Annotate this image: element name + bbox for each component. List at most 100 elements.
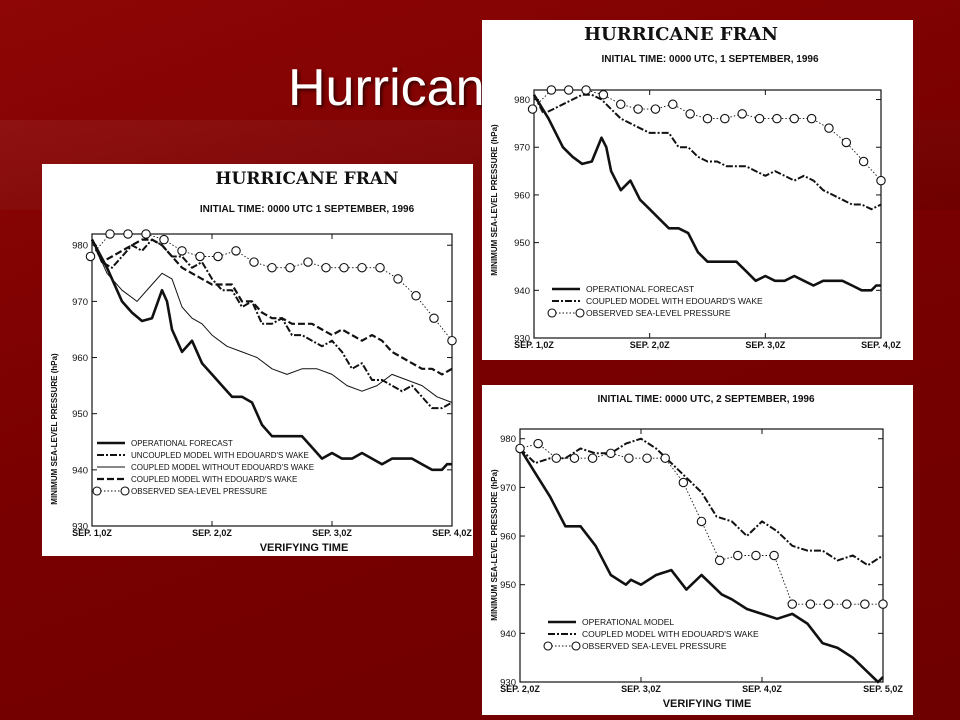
y-tick-label: 980: [72, 241, 88, 252]
chart-subtitle: INITIAL TIME: 0000 UTC, 2 SEPTEMBER, 199…: [597, 394, 815, 405]
x-tick-label: SEP. 4,0Z: [742, 684, 782, 694]
data-point: [733, 550, 743, 561]
data-point: [515, 443, 525, 454]
chart-panel-left: HURRICANE FRAN INITIAL TIME: 0000 UTC 1 …: [42, 164, 473, 556]
data-point: [824, 123, 834, 133]
y-tick-label: 940: [500, 629, 516, 640]
data-point: [823, 599, 834, 609]
y-tick-label: 930: [514, 334, 530, 345]
series-line: [532, 89, 882, 181]
legend-label: UNCOUPLED MODEL WITH EDOUARD'S WAKE: [131, 451, 309, 460]
data-point: [751, 550, 761, 561]
legend-label: COUPLED MODEL WITHOUT EDOUARD'S WAKE: [131, 463, 314, 472]
x-tick-label: SEP. 4,0Z: [861, 340, 901, 350]
plot-frame: [533, 89, 882, 339]
y-tick-label: 960: [500, 532, 516, 543]
legend-label: OBSERVED SEA-LEVEL PRESSURE: [131, 487, 267, 496]
x-tick-label: SEP. 2,0Z: [500, 684, 540, 694]
series-line: [90, 238, 452, 472]
x-tick-label: SEP. 3,0Z: [745, 340, 785, 350]
data-point: [769, 550, 779, 561]
data-point: [806, 113, 817, 124]
data-point: [737, 109, 747, 119]
data-point: [878, 599, 888, 609]
legend-label: OBSERVED SEA-LEVEL PRESSURE: [582, 641, 727, 651]
chart-title: HURRICANE FRAN: [215, 169, 398, 189]
series-line: [518, 447, 884, 684]
data-point: [581, 85, 591, 95]
series-line: [519, 437, 884, 567]
series-line: [533, 93, 882, 211]
data-point: [321, 262, 331, 273]
data-point: [668, 99, 678, 110]
y-tick-label: 940: [72, 465, 88, 476]
y-tick-label: 980: [500, 434, 516, 445]
legend-label: OPERATIONAL MODEL: [582, 617, 674, 627]
x-tick-label: SEP. 4,0Z: [432, 528, 472, 538]
series-line: [91, 239, 453, 403]
data-point: [650, 104, 661, 114]
data-point: [789, 113, 799, 124]
data-point: [123, 229, 133, 239]
legend-label: OBSERVED SEA-LEVEL PRESSURE: [586, 308, 731, 318]
legend-label: COUPLED MODEL WITH EDOUARD'S WAKE: [131, 475, 297, 484]
data-point: [702, 113, 713, 124]
data-point: [642, 453, 652, 463]
data-point: [624, 453, 634, 463]
y-axis-label: MINIMUM SEA-LEVEL PRESSURE (hPa): [490, 469, 499, 621]
data-point: [533, 438, 543, 449]
legend-marker: [92, 486, 102, 496]
data-point: [393, 274, 403, 284]
data-point: [357, 262, 367, 273]
data-point: [660, 453, 670, 463]
y-tick-label: 960: [72, 353, 88, 364]
legend-marker: [120, 486, 130, 496]
data-point: [285, 262, 295, 273]
data-point: [754, 113, 765, 124]
x-tick-label: SEP. 3,0Z: [312, 528, 352, 538]
y-tick-label: 970: [500, 483, 516, 494]
data-point: [231, 246, 241, 256]
data-point: [249, 257, 259, 267]
data-point: [633, 104, 643, 114]
data-point: [563, 85, 574, 95]
x-tick-label: SEP. 1,0Z: [514, 340, 554, 350]
x-tick-label: SEP. 1,0Z: [72, 528, 112, 538]
data-point: [598, 90, 609, 100]
data-point: [805, 599, 816, 609]
data-point: [429, 313, 439, 323]
series-line: [90, 238, 453, 376]
y-axis-label: MINIMUM SEA-LEVEL PRESSURE (hPa): [50, 353, 59, 505]
data-point: [303, 257, 313, 267]
x-tick-label: SEP. 3,0Z: [621, 684, 661, 694]
data-point: [606, 448, 616, 459]
data-point: [141, 229, 151, 239]
x-axis-label: VERIFYING TIME: [260, 542, 349, 554]
data-point: [105, 229, 115, 239]
legend-label: OPERATIONAL FORECAST: [131, 439, 233, 448]
y-tick-label: 930: [500, 678, 516, 689]
x-tick-label: SEP. 2,0Z: [192, 528, 232, 538]
series-line: [90, 233, 453, 341]
data-point: [159, 234, 169, 245]
y-tick-label: 980: [514, 95, 530, 106]
data-point: [772, 113, 782, 124]
legend-label: OPERATIONAL FORECAST: [586, 284, 694, 294]
y-axis-label: MINIMUM SEA-LEVEL PRESSURE (hPa): [490, 124, 499, 276]
data-point: [339, 262, 349, 273]
y-tick-label: 950: [500, 580, 516, 591]
data-point: [447, 335, 457, 346]
series-line: [532, 94, 881, 292]
legend-marker: [575, 308, 585, 318]
data-point: [375, 262, 385, 273]
data-point: [876, 175, 886, 186]
chart-subtitle: INITIAL TIME: 0000 UTC 1 SEPTEMBER, 1996: [200, 204, 415, 215]
legend-marker: [543, 641, 553, 651]
data-point: [546, 85, 557, 95]
y-tick-label: 940: [514, 286, 530, 297]
chart-title: HURRICANE FRAN: [584, 24, 778, 45]
data-point: [696, 516, 707, 527]
data-point: [213, 251, 223, 262]
legend-marker: [547, 308, 557, 318]
legend-label: COUPLED MODEL WITH EDOUARD'S WAKE: [582, 629, 759, 639]
